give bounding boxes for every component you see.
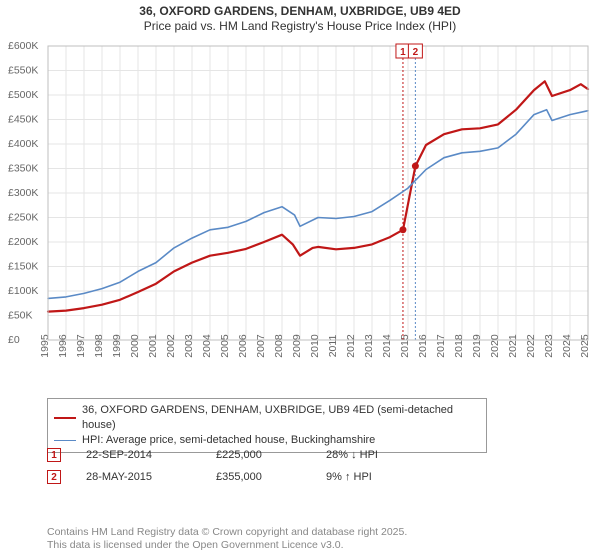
event-marker: 2: [47, 470, 61, 484]
svg-text:2011: 2011: [327, 335, 339, 358]
svg-text:2009: 2009: [291, 334, 303, 358]
svg-text:2020: 2020: [489, 334, 501, 358]
svg-text:£400K: £400K: [8, 138, 38, 150]
svg-text:2018: 2018: [453, 334, 465, 358]
svg-text:2010: 2010: [309, 334, 321, 358]
svg-text:2015: 2015: [399, 334, 411, 358]
svg-text:2024: 2024: [561, 334, 573, 358]
table-row: 1 22-SEP-2014 £225,000 28% ↓ HPI: [47, 444, 456, 466]
svg-text:2004: 2004: [201, 334, 213, 358]
event-date: 22-SEP-2014: [86, 449, 216, 461]
attribution-footer: Contains HM Land Registry data © Crown c…: [47, 526, 407, 552]
event-marker: 1: [47, 448, 61, 462]
svg-text:2019: 2019: [471, 334, 483, 358]
svg-text:£200K: £200K: [8, 236, 38, 248]
svg-text:1995: 1995: [39, 334, 51, 358]
price-chart: £0 £50K £100K £150K £200K £250K £300K £350K £400…: [8, 42, 592, 372]
svg-text:2023: 2023: [543, 334, 555, 358]
chart-title: 36, OXFORD GARDENS, DENHAM, UXBRIDGE, UB…: [0, 0, 600, 34]
footer-line-1: Contains HM Land Registry data © Crown c…: [47, 526, 407, 539]
svg-text:£50K: £50K: [8, 310, 33, 322]
svg-text:£550K: £550K: [8, 65, 38, 77]
svg-text:2007: 2007: [255, 334, 267, 358]
svg-text:1: 1: [400, 47, 406, 58]
svg-text:1999: 1999: [111, 334, 123, 358]
svg-text:2006: 2006: [237, 334, 249, 358]
event-price: £225,000: [216, 449, 326, 461]
title-line-1: 36, OXFORD GARDENS, DENHAM, UXBRIDGE, UB…: [0, 4, 600, 19]
svg-text:1997: 1997: [75, 334, 87, 358]
svg-text:£300K: £300K: [8, 187, 38, 199]
event-date: 28-MAY-2015: [86, 471, 216, 483]
svg-text:£250K: £250K: [8, 212, 38, 224]
table-row: 2 28-MAY-2015 £355,000 9% ↑ HPI: [47, 466, 456, 488]
svg-text:2021: 2021: [507, 334, 519, 358]
svg-text:2003: 2003: [183, 334, 195, 358]
svg-text:£600K: £600K: [8, 42, 38, 52]
svg-text:£450K: £450K: [8, 114, 38, 126]
svg-text:2: 2: [413, 47, 419, 58]
svg-text:2016: 2016: [417, 334, 429, 358]
svg-text:£100K: £100K: [8, 285, 38, 297]
event-delta: 28% ↓ HPI: [326, 449, 456, 461]
svg-text:2014: 2014: [381, 334, 393, 358]
svg-text:£150K: £150K: [8, 261, 38, 273]
svg-text:1998: 1998: [93, 334, 105, 358]
svg-text:2012: 2012: [345, 334, 357, 358]
svg-text:2000: 2000: [129, 334, 141, 358]
sale-events-table: 1 22-SEP-2014 £225,000 28% ↓ HPI 2 28-MA…: [47, 444, 456, 488]
svg-text:2013: 2013: [363, 334, 375, 358]
svg-text:1996: 1996: [57, 334, 69, 358]
legend-swatch: [54, 417, 76, 419]
legend-item: 36, OXFORD GARDENS, DENHAM, UXBRIDGE, UB…: [54, 403, 480, 433]
svg-text:2002: 2002: [165, 334, 177, 358]
legend-label: 36, OXFORD GARDENS, DENHAM, UXBRIDGE, UB…: [82, 403, 480, 433]
svg-text:£500K: £500K: [8, 89, 38, 101]
event-delta: 9% ↑ HPI: [326, 471, 456, 483]
svg-text:2017: 2017: [435, 334, 447, 358]
svg-text:2005: 2005: [219, 334, 231, 358]
title-line-2: Price paid vs. HM Land Registry's House …: [0, 19, 600, 34]
event-price: £355,000: [216, 471, 326, 483]
svg-text:2025: 2025: [579, 334, 591, 358]
footer-line-2: This data is licensed under the Open Gov…: [47, 539, 407, 552]
svg-text:2001: 2001: [147, 334, 159, 358]
svg-text:£0: £0: [8, 334, 20, 346]
svg-text:£350K: £350K: [8, 163, 38, 175]
svg-text:2008: 2008: [273, 334, 285, 358]
legend-swatch: [54, 440, 76, 441]
svg-text:2022: 2022: [525, 334, 537, 358]
